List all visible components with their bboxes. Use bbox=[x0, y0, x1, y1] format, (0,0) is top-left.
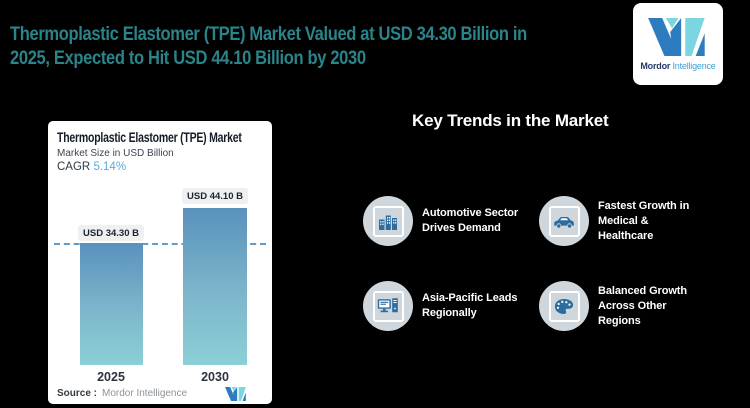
trend-item-asia-pacific: Asia-Pacific Leads Regionally bbox=[363, 281, 518, 331]
dashed-threshold-line bbox=[54, 243, 266, 246]
trend-icon-circle bbox=[363, 196, 413, 246]
trend-icon-frame bbox=[548, 290, 580, 322]
mordor-logo-mini-icon bbox=[225, 387, 246, 401]
cagr-value: 5.14% bbox=[93, 161, 127, 173]
computer-icon bbox=[377, 298, 398, 313]
chart-cagr: CAGR 5.14% bbox=[57, 161, 126, 173]
chart-title: Thermoplastic Elastomer (TPE) Market bbox=[57, 130, 242, 145]
buildings-icon bbox=[379, 215, 397, 230]
car-icon bbox=[554, 217, 574, 228]
brand-name-light: Intelligence bbox=[672, 60, 716, 71]
market-chart-card: Thermoplastic Elastomer (TPE) Market Mar… bbox=[48, 121, 272, 404]
trend-label: Automotive Sector Drives Demand bbox=[422, 207, 519, 234]
cagr-label: CAGR bbox=[57, 161, 91, 173]
trends-heading: Key Trends in the Market bbox=[412, 111, 609, 130]
bar-2025 bbox=[80, 243, 143, 365]
trend-item-automotive: Automotive Sector Drives Demand bbox=[363, 196, 518, 246]
trend-label: Balanced Growth Across Other Regions bbox=[598, 284, 687, 327]
trend-icon-frame bbox=[372, 290, 404, 322]
source-value: Mordor Intelligence bbox=[102, 388, 188, 399]
trend-icon-frame bbox=[548, 205, 580, 237]
brand-logo-card: Mordor Intelligence bbox=[633, 3, 723, 85]
brand-name-bold: Mordor bbox=[640, 60, 671, 71]
value-badge-2025: USD 34.30 B bbox=[78, 225, 144, 241]
mordor-logo-icon bbox=[648, 17, 705, 56]
source-row: Source : Mordor Intelligence bbox=[57, 388, 187, 399]
trend-label: Asia-Pacific Leads Regionally bbox=[422, 292, 518, 319]
trend-icon-circle bbox=[539, 281, 589, 331]
brand-name: Mordor Intelligence bbox=[640, 61, 715, 71]
trend-icon-frame bbox=[372, 205, 404, 237]
value-badge-2030: USD 44.10 B bbox=[182, 188, 248, 204]
bar-2030 bbox=[183, 208, 247, 365]
trend-item-other-regions: Balanced Growth Across Other Regions bbox=[539, 281, 687, 331]
page-title: Thermoplastic Elastomer (TPE) Market Val… bbox=[10, 23, 527, 71]
trend-icon-circle bbox=[363, 281, 413, 331]
trend-icon-circle bbox=[539, 196, 589, 246]
source-label: Source : bbox=[57, 388, 98, 399]
page-title-line1: Thermoplastic Elastomer (TPE) Market Val… bbox=[10, 24, 527, 45]
page-title-line2: 2025, Expected to Hit USD 44.10 Billion … bbox=[10, 48, 366, 69]
axis-label-2030: 2030 bbox=[201, 370, 229, 384]
trend-item-medical: Fastest Growth in Medical & Healthcare bbox=[539, 196, 689, 246]
palette-icon bbox=[554, 298, 574, 314]
chart-subtitle: Market Size in USD Billion bbox=[57, 148, 174, 159]
axis-label-2025: 2025 bbox=[97, 370, 125, 384]
trend-label: Fastest Growth in Medical & Healthcare bbox=[598, 199, 690, 242]
